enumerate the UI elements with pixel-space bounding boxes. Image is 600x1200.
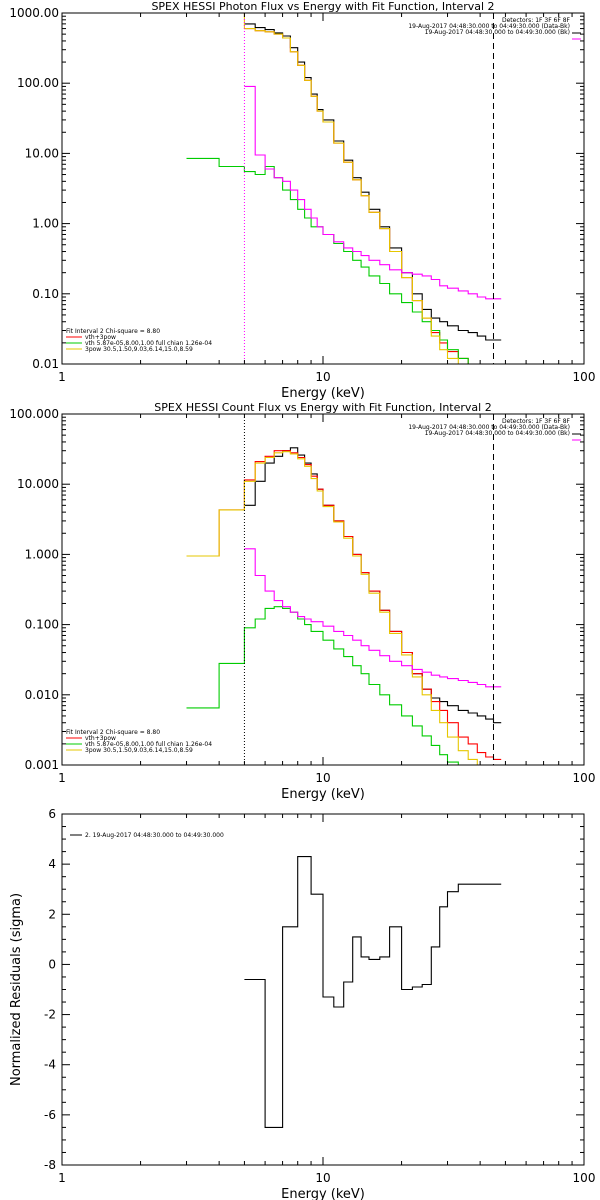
legend-label: 3pow 30.5,1.50,9.03,6.14,15.0,8.59	[85, 747, 193, 754]
series-line-3pow	[186, 451, 494, 765]
y-tick-label: 0.010	[25, 688, 59, 702]
x-tick-label: 10	[315, 370, 330, 384]
series-line-vth	[186, 157, 478, 364]
y-tick-label: 1000.00	[9, 6, 59, 20]
legend-label: vth+3pow	[85, 334, 116, 341]
plot-frame	[61, 12, 585, 365]
y-tick-label: 4	[48, 857, 56, 871]
series-line-bk	[244, 85, 502, 300]
legend-label: vth 5.87e-05,8.00,1.00 full chian 1.26e-…	[85, 340, 212, 347]
y-tick-label: 0.100	[25, 618, 59, 632]
y-tick-label: 10.000	[17, 477, 59, 491]
plot-title: SPEX HESSI Photon Flux vs Energy with Fi…	[151, 0, 494, 13]
chart-panel-1: 1 10 100 Energy (keV) 0.01 0.10 1.00 10.00 100.0…	[9, 0, 595, 401]
header-text: 19-Aug-2017 04:48:30.000 to 04:49:30.000…	[408, 23, 570, 30]
y-tick-label: -4	[44, 1058, 56, 1072]
x-tick-label: 1	[58, 771, 66, 785]
series-line-fit	[244, 28, 478, 364]
x-tick-label: 100	[573, 771, 596, 785]
y-tick-label: 1.000	[25, 547, 59, 561]
y-tick-label: 100.000	[9, 407, 59, 421]
header-text: 19-Aug-2017 04:48:30.000 to 04:49:30.000…	[425, 29, 570, 36]
legend-label: vth+3pow	[85, 735, 116, 742]
header-text: Detectors: 1F 3F 6F 8F	[502, 17, 571, 24]
header-text: 19-Aug-2017 04:48:30.000 to 04:49:30.000…	[408, 424, 570, 431]
y-tick-label: -8	[44, 1158, 56, 1172]
series-group	[186, 13, 502, 364]
legend-label: Fit Interval 2 Chi-square = 8.80	[66, 328, 160, 335]
y-tick-label: 6	[48, 807, 56, 821]
header-text: 19-Aug-2017 04:48:30.000 to 04:49:30.000…	[425, 430, 570, 437]
x-tick-label: 10	[315, 771, 330, 785]
y-axis-label: Normalized Residuals (sigma)	[9, 893, 24, 1086]
plot-frame	[61, 413, 585, 766]
series-line-vth	[186, 606, 494, 765]
y-tick-label: -6	[44, 1108, 56, 1122]
x-tick-label: 1	[58, 1171, 66, 1185]
x-tick-label: 1	[58, 370, 66, 384]
plot-title: SPEX HESSI Count Flux vs Energy with Fit…	[154, 401, 491, 414]
y-tick-label: 10.00	[25, 146, 59, 160]
series-group	[186, 414, 502, 765]
x-tick-label: 10	[315, 1171, 330, 1185]
series-line-resid	[244, 856, 502, 1128]
series-line-data	[244, 447, 502, 724]
y-tick-label: 1.00	[32, 217, 59, 231]
chart-panel-3: 1 10 100 Energy (keV) -8 -6 -4 -2 0 2 4 6 Normalized…	[9, 807, 595, 1200]
header-text: Detectors: 1F 3F 6F 8F	[502, 418, 571, 425]
series-line-bk	[244, 548, 502, 688]
y-tick-label: 0.01	[32, 357, 59, 371]
legend-label: vth 5.87e-05,8.00,1.00 full chian 1.26e-…	[85, 741, 212, 748]
y-tick-label: 2	[48, 907, 56, 921]
legend-label: 3pow 30.5,1.50,9.03,6.14,15.0,8.59	[85, 346, 193, 353]
y-tick-label: 0.10	[32, 287, 59, 301]
x-axis-label: Energy (keV)	[281, 1187, 365, 1200]
series-line-3pow	[186, 13, 469, 364]
legend-label: Fit Interval 2 Chi-square = 8.80	[66, 729, 160, 736]
y-tick-label: 100.00	[17, 76, 59, 90]
chart-panel-2: 1 10 100 Energy (keV) 0.001 0.010 0.100 1.000 10…	[9, 401, 595, 802]
x-axis-label: Energy (keV)	[281, 787, 365, 802]
x-axis-label: Energy (keV)	[281, 386, 365, 401]
y-tick-label: -2	[44, 1008, 56, 1022]
legend-label: 2. 19-Aug-2017 04:48:30.000 to 04:49:30.…	[85, 832, 224, 839]
y-tick-label: 0.001	[25, 758, 59, 772]
x-tick-label: 100	[573, 370, 596, 384]
y-tick-label: 0	[48, 957, 56, 971]
series-line-fit	[186, 450, 502, 760]
x-tick-label: 100	[573, 1171, 596, 1185]
series-group	[244, 856, 502, 1128]
